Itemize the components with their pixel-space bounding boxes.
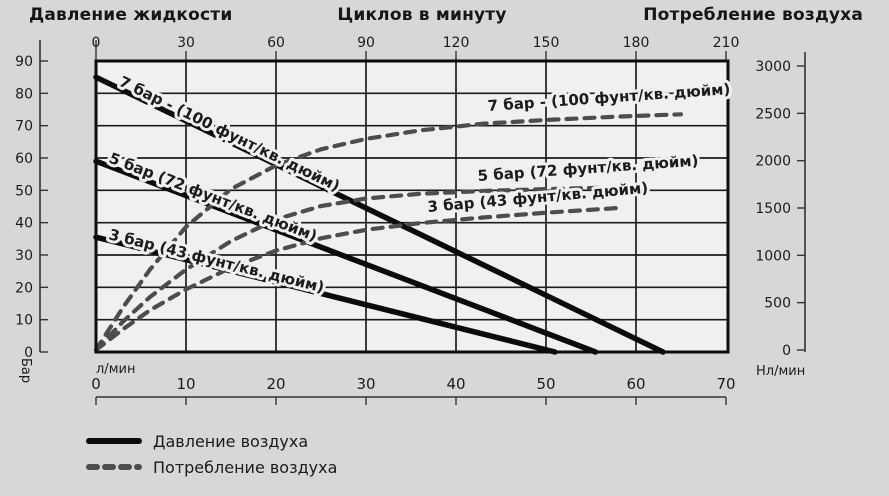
bottom-axis-tick-label: 30	[356, 375, 375, 393]
plot-area	[96, 61, 728, 352]
left-axis-tick-label: 20	[15, 280, 33, 296]
right-axis-tick-label: 500	[764, 296, 791, 312]
right-axis-tick-label: 3000	[755, 59, 791, 75]
plot-frame	[94, 59, 730, 354]
top-axis-tick-label: 60	[267, 35, 285, 51]
curve-consumption-3bar	[93, 205, 621, 353]
top-axis-title: Циклов в минуту	[337, 5, 507, 25]
legend-label-air-pressure: Давление воздуха	[153, 431, 309, 451]
right-axis-title: Потребление воздуха	[643, 5, 863, 25]
legend-item-air-consumption: Потребление воздуха	[86, 455, 337, 479]
left-axis-tick-label: 90	[15, 54, 33, 70]
top-axis-tick-label: 150	[533, 35, 560, 51]
left-axis-tick-label: 50	[15, 183, 33, 199]
bottom-axis-tick-label: 20	[266, 375, 285, 393]
curve-pressure-3bar	[93, 234, 558, 355]
bottom-axis-tick-label: 60	[626, 375, 645, 393]
left-axis-tick-label: 60	[15, 151, 33, 167]
right-axis-tick-label: 1500	[755, 201, 791, 217]
right-axis-tick-label: 0	[782, 343, 791, 359]
curve-pressure-5bar	[93, 158, 599, 355]
left-axis-tick-label: 10	[15, 313, 33, 329]
bottom-axis-tick-label: 50	[536, 375, 555, 393]
left-axis-tick-label: 80	[15, 86, 33, 102]
bottom-axis-tick-label: 0	[91, 375, 101, 393]
left-axis-tick-label: 0	[24, 345, 33, 361]
right-axis-unit-label: Нл/мин	[756, 364, 805, 379]
right-axis-tick-label: 2000	[755, 154, 791, 170]
top-axis-tick-label: 180	[623, 35, 650, 51]
top-axis-tick-label: 120	[443, 35, 470, 51]
bottom-axis-tick-label: 70	[716, 375, 735, 393]
right-axis-tick-label: 2500	[755, 106, 791, 122]
right-axis-tick-label: 1000	[755, 248, 791, 264]
chart-legend: Давление воздуха Потребление воздуха	[86, 429, 337, 479]
left-axis-tick-label: 40	[15, 216, 33, 232]
solid-line-swatch	[86, 438, 142, 444]
legend-item-air-pressure: Давление воздуха	[86, 429, 337, 453]
left-axis-tick-label: 70	[15, 119, 33, 135]
curve-consumption-7bar	[93, 112, 684, 353]
top-axis-tick-label: 30	[177, 35, 195, 51]
top-axis-tick-label: 90	[357, 35, 375, 51]
dashed-line-swatch	[86, 464, 142, 470]
bottom-axis-unit-label: л/мин	[96, 362, 135, 377]
left-axis-unit-label: Бар	[18, 358, 33, 383]
bottom-axis-tick-label: 40	[446, 375, 465, 393]
bottom-axis-tick-label: 10	[176, 375, 195, 393]
top-axis-tick-label: 0	[92, 35, 101, 51]
top-axis-tick-label: 210	[713, 35, 740, 51]
curve-pressure-7bar	[93, 74, 666, 355]
legend-label-air-consumption: Потребление воздуха	[153, 457, 338, 477]
left-axis-title: Давление жидкости	[29, 5, 233, 25]
left-axis-tick-label: 30	[15, 248, 33, 264]
